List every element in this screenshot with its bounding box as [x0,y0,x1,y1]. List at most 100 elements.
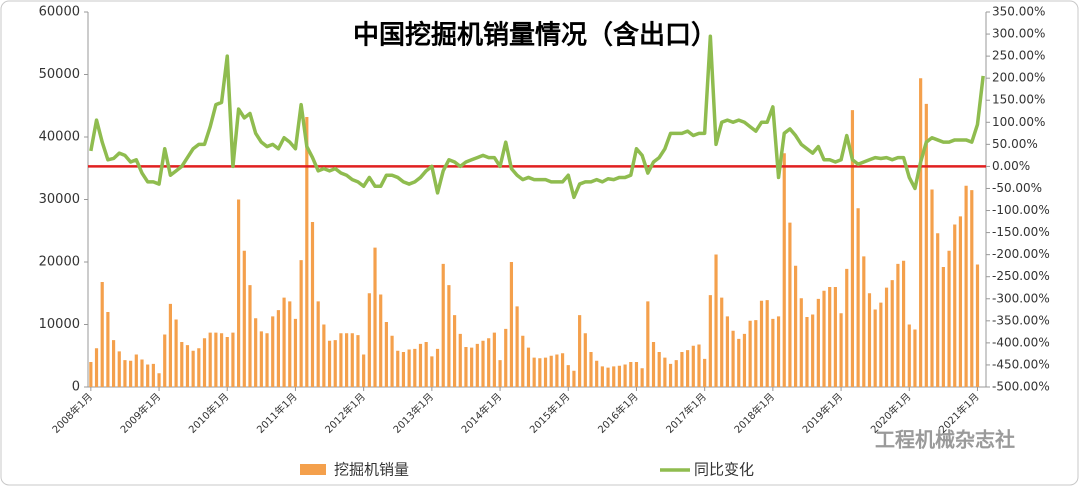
bar [975,264,980,387]
bar [237,199,241,387]
bar [106,312,110,387]
bar [214,332,218,387]
bar [146,364,150,387]
bar [703,358,707,387]
y-tick-label: 60000 [39,5,80,20]
bar [532,357,536,387]
chart-title: 中国挖掘机销量情况（含出口） [353,20,717,51]
bar [180,342,184,387]
bar [708,295,712,387]
bar [435,348,440,387]
bar [504,328,508,387]
bar [936,233,940,387]
bar [407,349,411,387]
bar [293,318,298,387]
bar [919,78,923,387]
bar [856,208,860,387]
bar [492,332,496,387]
bar [668,363,673,387]
bar [845,268,849,387]
bar [282,297,286,387]
legend-label: 同比变化 [694,461,754,479]
bar [447,285,451,387]
bar [828,287,832,387]
bar [356,335,360,387]
bar [140,359,144,387]
bar [89,362,93,387]
bar [185,345,190,387]
bar [970,190,974,387]
bar [163,334,167,387]
bar [583,333,587,387]
bar [265,333,269,387]
bar [850,110,855,387]
y2-tick-label: -150.00% [992,225,1050,239]
bar [231,332,235,387]
bar [481,340,485,387]
bar [168,303,173,387]
bar [901,260,906,387]
bar [947,250,951,387]
bar [629,362,633,387]
bar [600,366,604,387]
bar [521,335,525,387]
bar [640,368,644,387]
bar [930,189,934,387]
y2-tick-label: -350.00% [992,313,1050,327]
bar [572,370,576,387]
bar [129,360,133,387]
bar [191,350,195,387]
y-tick-label: 20000 [39,255,80,270]
bar [924,103,928,387]
bar [754,320,758,387]
bar [259,331,263,387]
legend-label: 挖掘机销量 [334,461,409,479]
bar [498,360,502,387]
bar [219,333,224,387]
bar [100,282,104,387]
bar [867,293,872,387]
bar [737,338,741,387]
y2-tick-label: 50.00% [992,137,1038,151]
y2-tick-label: 0.00% [992,159,1030,173]
bar [765,300,769,387]
bar [595,360,599,387]
bar [242,250,246,387]
bar [248,285,252,387]
bar [884,287,889,387]
bar [953,224,957,387]
bar [151,363,155,387]
bar [623,364,627,387]
bar [674,360,678,387]
y2-tick-label: -450.00% [992,357,1050,371]
bar [612,366,616,387]
bar [958,216,963,387]
bar [714,254,718,387]
bar [907,324,911,387]
y2-tick-label: 350.00% [992,5,1045,19]
y-tick-label: 50000 [39,67,80,82]
bar [964,185,968,387]
bar [794,265,798,387]
bar [879,302,883,387]
watermark: 工程机械杂志社 [875,428,1015,452]
y-tick-label: 40000 [39,130,80,145]
bar [430,356,434,387]
bar [566,365,570,387]
bar [549,355,553,387]
bar [390,335,394,387]
bar [470,347,474,387]
bar [384,322,388,387]
y2-tick-label: -200.00% [992,247,1050,261]
bar [634,362,639,387]
bar [816,298,820,387]
bar [589,352,593,387]
bar [515,306,519,387]
bar [373,247,377,387]
bar [543,357,548,387]
bar [487,338,491,387]
bar [475,343,479,387]
bar [725,316,729,387]
